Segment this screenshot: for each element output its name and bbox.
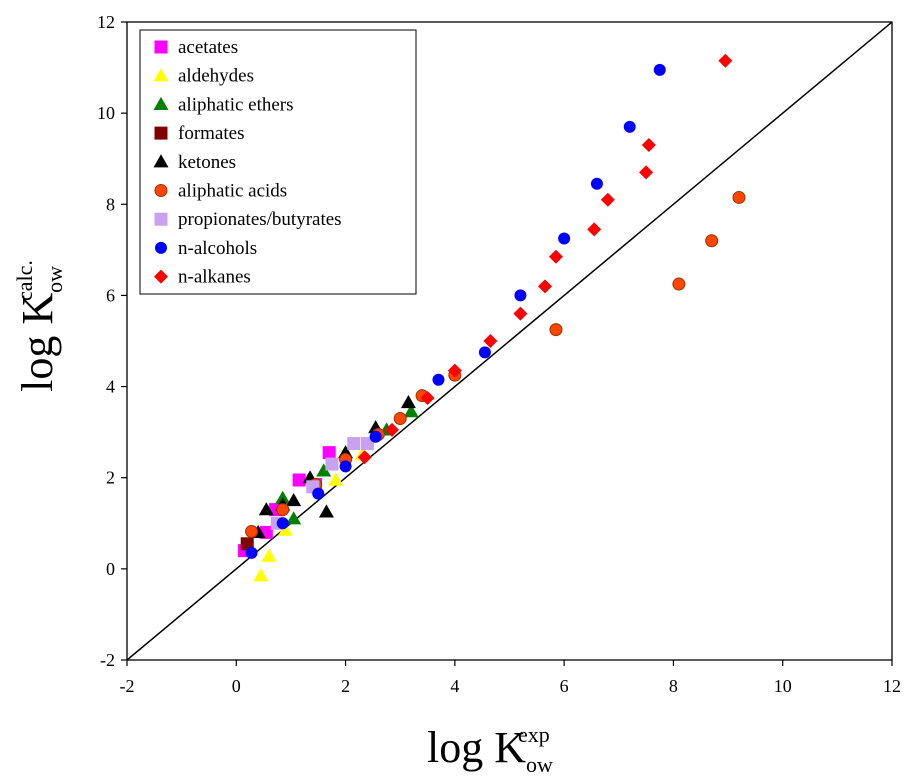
legend-label-propionates-butyrates: propionates/butyrates [178,209,342,230]
point-aliphatic-ethers [316,463,332,477]
point-n-alkanes [385,422,400,437]
point-n-alkanes [639,165,654,180]
y-tick-label: 6 [106,285,115,305]
legend-label-n-alcohols: n-alcohols [178,238,257,259]
x-axis-title-sup: exp [518,722,550,747]
x-axis-title-base: log K [427,723,526,772]
x-tick-label: 2 [341,676,350,696]
point-n-alcohols [558,232,571,245]
point-n-alkanes [600,192,615,207]
point-aliphatic-ethers [275,490,291,504]
point-aliphatic-acids [245,524,259,538]
point-aliphatic-acids [732,190,746,204]
x-axis-title: log Kow exp [427,722,553,776]
point-n-alkanes [548,249,563,264]
legend-marker-aliphatic-ethers [153,96,169,111]
y-tick-label: 4 [106,377,115,397]
legend-label-ketones: ketones [178,152,236,173]
legend-marker-n-alcohols [155,241,167,254]
legend-label-formates: formates [178,123,244,144]
x-tick-label: 10 [774,676,792,696]
point-aliphatic-acids [393,411,407,425]
y-tick-label: -2 [100,650,115,670]
point-ketones [400,395,416,409]
y-axis-title-base: log K [13,293,62,392]
point-n-alkanes [447,363,462,378]
x-tick-label: -2 [120,676,135,696]
point-n-alkanes [538,279,553,294]
x-tick-label: 6 [560,676,569,696]
y-axis-title: log Kowcalc. [12,260,67,392]
x-tick-label: 4 [450,676,459,696]
point-n-alkanes [641,138,656,153]
legend-box [139,29,417,295]
point-aliphatic-ethers [403,404,419,418]
point-n-alcohols [245,546,258,559]
y-tick-label: 0 [106,559,115,579]
point-aldehydes [277,522,293,536]
legend-label-aldehydes: aldehydes [178,66,254,87]
point-propionates-butyrates [360,437,374,451]
legend-marker-acetates [154,40,168,54]
point-n-alcohols [339,460,352,473]
point-n-alkanes [513,306,528,321]
point-aldehydes [328,472,344,486]
point-n-alkanes [718,53,733,68]
legend-marker-propionates-butyrates [154,212,168,226]
legend-marker-aldehydes [153,68,169,82]
point-aliphatic-ethers [286,511,302,525]
point-n-alcohols [590,177,603,190]
point-ketones [318,504,334,518]
point-n-alkanes [357,450,372,465]
point-propionates-butyrates [347,437,361,451]
point-acetates [322,446,336,460]
point-aliphatic-acids [276,503,290,517]
point-aliphatic-acids [672,277,686,291]
y-tick-label: 8 [106,194,115,214]
point-n-alcohols [653,63,666,76]
legend-label-n-alkanes: n-alkanes [178,267,251,288]
legend-marker-aliphatic-acids [154,184,168,197]
x-axis-ticks: -2 0 2 4 6 8 10 12 [120,660,901,696]
x-tick-label: 8 [669,676,678,696]
x-tick-label: 12 [883,676,901,696]
y-tick-label: 10 [97,103,115,123]
y-axis-title-sub: ow [42,266,67,293]
point-propionates-butyrates [325,457,339,471]
x-tick-label: 0 [232,676,241,696]
point-n-alkanes [483,334,498,348]
legend-marker-n-alkanes [154,269,168,284]
point-acetates [292,473,306,487]
y-tick-label: 12 [97,12,115,32]
legend-marker-ketones [153,154,169,168]
legend-label-aliphatic-ethers: aliphatic ethers [178,94,294,115]
legend-marker-formates [154,126,168,140]
point-aliphatic-acids [705,234,719,248]
point-n-alcohols [312,487,325,500]
point-ketones [258,502,274,516]
legend-label-aliphatic-acids: aliphatic acids [178,181,287,202]
y-axis-ticks: -2 0 2 4 6 8 10 12 [97,12,127,670]
point-aliphatic-acids [549,323,563,337]
point-n-alcohols [514,289,527,302]
point-n-alcohols [623,120,636,133]
legend-label-acetates: acetates [178,37,238,58]
x-axis-title-sub: ow [526,752,553,776]
point-n-alcohols [478,346,491,359]
point-aldehydes [253,568,269,582]
point-ketones [286,493,302,507]
y-axis-title-sup: calc. [12,260,37,301]
point-n-alkanes [420,390,435,405]
point-aldehydes [261,548,277,562]
legend: acetates aldehydes aliphatic ethers formate… [139,29,417,295]
point-n-alcohols [369,430,382,443]
point-n-alcohols [276,517,289,530]
data-points [237,53,746,582]
point-n-alkanes [587,222,602,237]
y-tick-label: 2 [106,468,115,488]
point-n-alcohols [432,373,445,386]
